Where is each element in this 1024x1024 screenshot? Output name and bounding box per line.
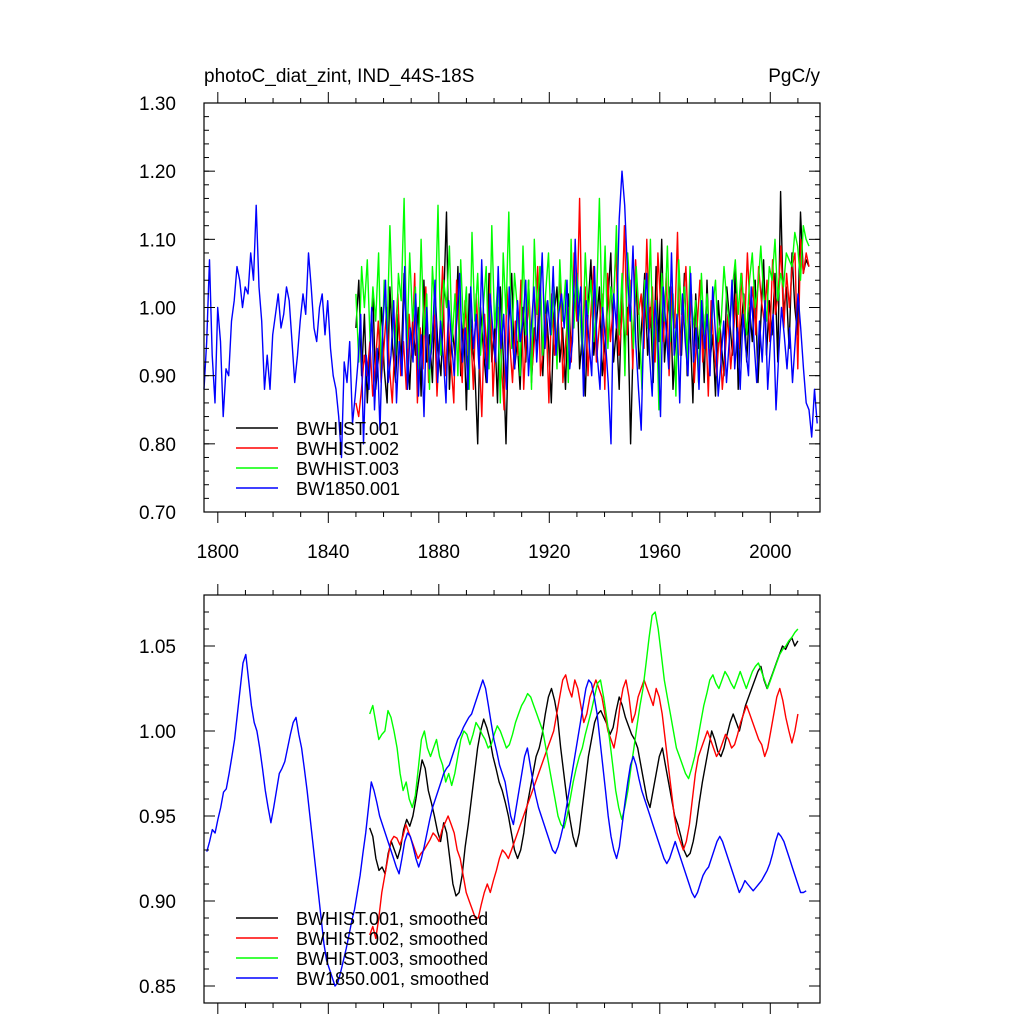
legend-label: BWHIST.003, smoothed [296,949,488,969]
y-tick-label: 1.30 [139,94,176,115]
series-line-top-3 [203,170,818,459]
y-tick-label: 1.10 [139,230,176,251]
series-line-bottom-3 [206,653,807,987]
y-tick-label: 1.00 [139,722,176,743]
y-tick-label: 0.85 [139,977,176,998]
series-line-bottom-0 [369,636,799,897]
legend-label: BWHIST.002, smoothed [296,929,488,949]
legend-label: BWHIST.001, smoothed [296,909,488,929]
legend-label: BW1850.001, smoothed [296,969,489,989]
series-line-bottom-1 [369,674,799,940]
series-line-bottom-2 [369,611,799,829]
legend-label: BWHIST.002 [296,439,399,459]
legend-label: BWHIST.001 [296,419,399,439]
legend-label: BW1850.001 [296,479,400,499]
y-tick-label: 1.20 [139,162,176,183]
y-tick-label: 0.90 [139,367,176,388]
x-tick-label: 1840 [307,542,349,563]
y-tick-label: 1.05 [139,637,176,658]
y-tick-label: 0.70 [139,503,176,524]
legend-label: BWHIST.003 [296,459,399,479]
x-tick-label: 1800 [197,542,239,563]
bottom-panel: 0.85 0.90 0.95 1.00 1.05 BWHIST.001, smoothed… [139,584,821,1014]
y-tick-label: 1.00 [139,299,176,320]
chart-units: PgC/y [768,66,820,87]
chart-title: photoC_diat_zint, IND_44S-18S [204,66,474,87]
top-panel: 0.70 0.80 0.90 1.00 1.10 1.20 1.30 1800 1840 1880… [139,92,821,563]
x-tick-label: 1880 [418,542,460,563]
y-tick-label: 0.90 [139,892,176,913]
x-tick-label: 1920 [528,542,570,563]
x-tick-label: 2000 [749,542,791,563]
y-tick-label: 0.80 [139,435,176,456]
y-tick-label: 0.95 [139,807,176,828]
x-tick-label: 1960 [639,542,681,563]
